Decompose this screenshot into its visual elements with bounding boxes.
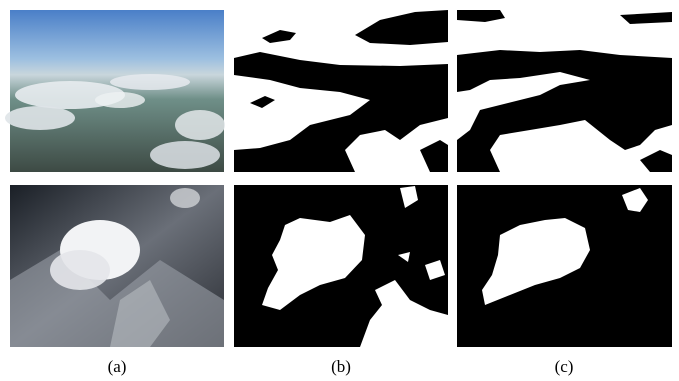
mask-bottom-c [457, 185, 672, 347]
photo-bottom [10, 185, 224, 347]
figure: (a) (b) (c) [0, 0, 679, 381]
subfigure-label: (c) [555, 357, 574, 376]
photo-top [5, 10, 225, 172]
mask-top-c [457, 10, 672, 172]
subfigure-label: (b) [331, 357, 351, 376]
mask-bottom-b [234, 185, 448, 347]
subfigure-label: (a) [108, 357, 127, 376]
mask-top-b [234, 10, 448, 172]
